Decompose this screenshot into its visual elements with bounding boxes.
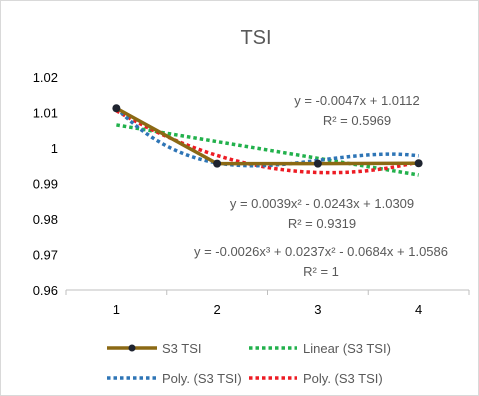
y-tick-label: 1.02: [33, 70, 58, 85]
chart-title: TSI: [240, 27, 271, 49]
poly3-r2-label: R² = 1: [303, 264, 339, 279]
legend-label-poly-blue: Poly. (S3 TSI): [162, 371, 242, 386]
poly3-equation-label: y = -0.0026x³ + 0.0237x² - 0.0684x + 1.0…: [194, 244, 448, 259]
y-axis-ticks: 1.02 1.01 1 0.99 0.98 0.97 0.96: [33, 70, 58, 298]
y-tick-label: 1: [51, 141, 58, 156]
x-axis-ticks: 1 2 3 4: [65, 290, 470, 317]
data-point: [414, 159, 423, 168]
x-tick-label: 4: [415, 302, 422, 317]
legend: S3 TSI Linear (S3 TSI) Poly. (S3 TSI) Po…: [107, 341, 391, 386]
trendline-equations: y = -0.0047x + 1.0112 R² = 0.5969 y = 0.…: [194, 93, 448, 279]
legend-label-s3-tsi: S3 TSI: [162, 341, 202, 356]
data-point: [213, 159, 222, 168]
x-tick-label: 1: [113, 302, 120, 317]
trendline-poly2: [115, 109, 420, 175]
legend-item-poly-blue: Poly. (S3 TSI): [107, 371, 242, 386]
legend-item-s3-tsi: S3 TSI: [107, 341, 202, 356]
y-tick-label: 0.98: [33, 212, 58, 227]
legend-label-linear: Linear (S3 TSI): [303, 341, 391, 356]
poly2-equation-label: y = 0.0039x² - 0.0243x + 1.0309: [230, 196, 414, 211]
trendline-poly3: [115, 106, 419, 168]
series-line-s3-tsi: [115, 106, 419, 166]
legend-label-poly-red: Poly. (S3 TSI): [303, 371, 383, 386]
series-layer: [112, 104, 423, 168]
linear-r2-label: R² = 0.5969: [323, 113, 391, 128]
x-tick-label: 3: [314, 302, 321, 317]
legend-item-poly-red: Poly. (S3 TSI): [249, 371, 383, 386]
trendline-linear: [116, 123, 419, 177]
x-tick-label: 2: [214, 302, 221, 317]
y-tick-label: 1.01: [33, 106, 58, 121]
data-point: [313, 159, 322, 168]
poly2-r2-label: R² = 0.9319: [288, 216, 356, 231]
legend-marker-s3-tsi: [128, 344, 136, 352]
y-tick-label: 0.97: [33, 248, 58, 263]
y-tick-label: 0.99: [33, 177, 58, 192]
linear-equation-label: y = -0.0047x + 1.0112: [294, 93, 420, 108]
trendline-layer: [115, 106, 420, 177]
legend-item-linear: Linear (S3 TSI): [249, 341, 391, 356]
data-point: [112, 104, 121, 113]
y-tick-label: 0.96: [33, 283, 58, 298]
